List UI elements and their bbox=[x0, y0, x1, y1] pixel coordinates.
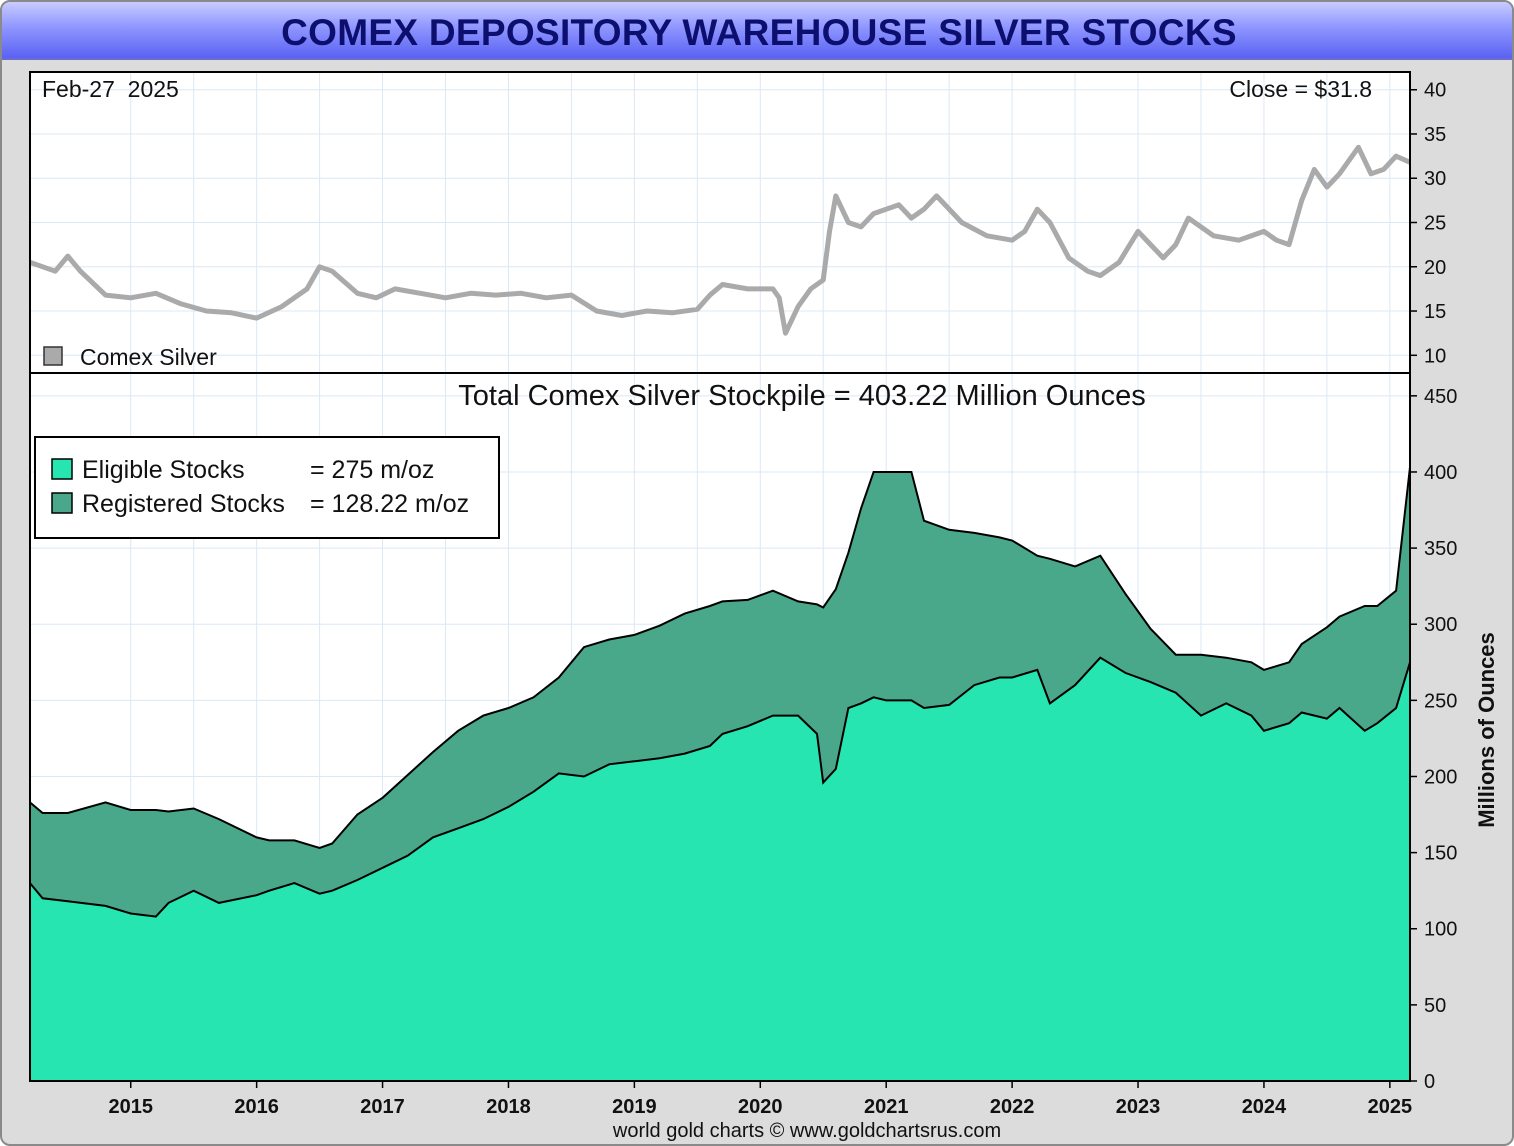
top-y-tick-label: 10 bbox=[1424, 345, 1446, 367]
bottom-y-tick-label: 150 bbox=[1424, 843, 1457, 865]
x-tick-label: 2021 bbox=[864, 1096, 909, 1118]
bottom-y-tick-label: 350 bbox=[1424, 538, 1457, 560]
y-axis-label: Millions of Ounces bbox=[1474, 632, 1499, 828]
x-tick-label: 2017 bbox=[360, 1096, 405, 1118]
bottom-y-tick-label: 200 bbox=[1424, 766, 1457, 788]
footer-credit: world gold charts © www.goldchartsrus.co… bbox=[612, 1120, 1001, 1142]
chart-title: COMEX DEPOSITORY WAREHOUSE SILVER STOCKS bbox=[281, 12, 1237, 53]
x-tick-label: 2022 bbox=[990, 1096, 1035, 1118]
bottom-y-tick-label: 300 bbox=[1424, 614, 1457, 636]
top-y-tick-label: 35 bbox=[1424, 124, 1446, 146]
legend-value-registered: = 128.22 m/oz bbox=[310, 490, 469, 518]
bottom-y-tick-label: 400 bbox=[1424, 462, 1457, 484]
x-tick-label: 2015 bbox=[108, 1096, 153, 1118]
legend-swatch-comex-silver bbox=[43, 346, 63, 366]
top-y-axis: 10 15 20 25 30 35 40 bbox=[1410, 80, 1446, 367]
bottom-y-tick-label: 50 bbox=[1424, 995, 1446, 1017]
top-panel-grid bbox=[30, 72, 1410, 373]
legend-label-registered: Registered Stocks bbox=[82, 490, 285, 518]
x-tick-label: 2024 bbox=[1242, 1096, 1287, 1118]
bottom-y-tick-label: 450 bbox=[1424, 386, 1457, 408]
legend-swatch-registered bbox=[51, 492, 73, 514]
bottom-y-tick-label: 250 bbox=[1424, 690, 1457, 712]
price-line bbox=[29, 144, 1412, 336]
top-y-tick-label: 40 bbox=[1424, 80, 1446, 102]
x-axis: 2015 2016 2017 2018 2019 2020 2021 2022 2023 2024… bbox=[108, 1081, 1412, 1118]
top-y-tick-label: 30 bbox=[1424, 168, 1446, 190]
bottom-panel-border bbox=[29, 372, 1411, 1082]
legend-label-comex-silver: Comex Silver bbox=[80, 344, 217, 370]
x-tick-label: 2018 bbox=[486, 1096, 531, 1118]
top-y-tick-label: 15 bbox=[1424, 301, 1446, 323]
top-y-tick-label: 25 bbox=[1424, 213, 1446, 235]
top-y-tick-label: 20 bbox=[1424, 257, 1446, 279]
x-tick-label: 2019 bbox=[612, 1096, 657, 1118]
eligible-stocks-area bbox=[29, 656, 1411, 1082]
bottom-y-tick-label: 0 bbox=[1424, 1071, 1435, 1093]
stockpile-title: Total Comex Silver Stockpile = 403.22 Mi… bbox=[458, 380, 1145, 412]
stocks-legend: Eligible Stocks = 275 m/oz Registered St… bbox=[34, 436, 500, 539]
bottom-y-tick-label: 100 bbox=[1424, 919, 1457, 941]
x-tick-label: 2025 bbox=[1368, 1096, 1413, 1118]
bottom-y-axis: 0 50 100 150 200 250 300 350 400 450 bbox=[1410, 386, 1457, 1093]
x-tick-label: 2016 bbox=[234, 1096, 279, 1118]
title-bar: COMEX DEPOSITORY WAREHOUSE SILVER STOCKS bbox=[2, 2, 1512, 60]
date-label: Feb-27 2025 bbox=[42, 76, 179, 102]
x-tick-label: 2020 bbox=[738, 1096, 783, 1118]
legend-swatch-eligible bbox=[51, 458, 73, 480]
legend-box bbox=[34, 436, 500, 539]
close-label: Close = $31.8 bbox=[1229, 76, 1372, 102]
x-tick-label: 2023 bbox=[1116, 1096, 1161, 1118]
legend-value-eligible: = 275 m/oz bbox=[310, 456, 434, 484]
legend-label-eligible: Eligible Stocks bbox=[82, 456, 245, 484]
